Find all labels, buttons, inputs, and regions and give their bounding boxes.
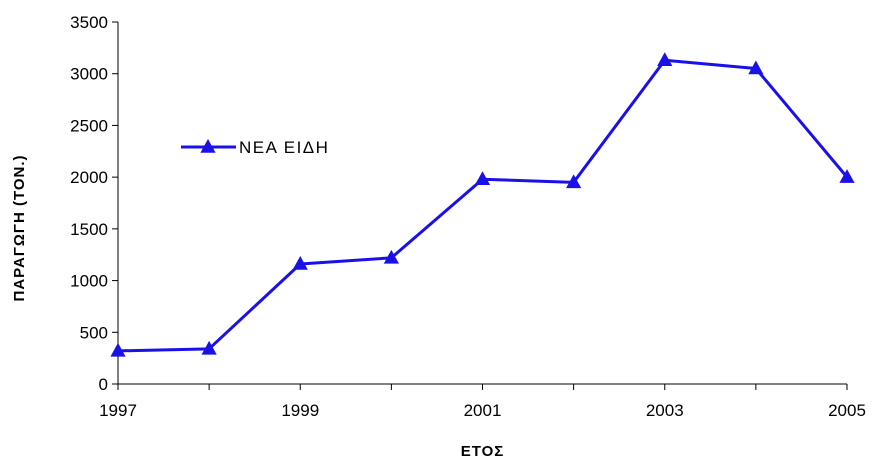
data-point-marker	[566, 174, 582, 189]
data-point-marker	[839, 169, 855, 183]
data-point-marker	[201, 340, 217, 355]
x-tick-label: 2005	[828, 401, 866, 420]
y-tick-label: 1000	[70, 272, 108, 291]
data-point-marker	[474, 171, 491, 185]
data-point-marker	[383, 249, 399, 264]
y-tick-label: 500	[80, 323, 108, 342]
y-axis: 0 500 1000 1500 2000 2500 3000 3500	[70, 13, 119, 394]
y-axis-title: ΠΑΡΑΓΩΓΗ (ΤΟΝ.)	[11, 155, 28, 302]
y-tick-label: 0	[99, 375, 108, 394]
y-tick-label: 2000	[70, 168, 108, 187]
x-tick-label: 1997	[99, 401, 137, 420]
x-axis-title: ΕΤΟΣ	[461, 443, 505, 460]
x-axis: 1997 1999 2001 2003 2005	[99, 383, 866, 420]
x-tick-label: 2003	[646, 401, 684, 420]
series-layer	[110, 52, 855, 357]
data-point-marker	[657, 52, 673, 67]
x-tick-label: 1999	[281, 401, 319, 420]
data-point-marker	[292, 256, 308, 270]
series-line-1	[117, 58, 849, 353]
legend: ΝΕΑ ΕΙΔΗ	[181, 138, 329, 157]
x-tick-label: 2001	[464, 401, 502, 420]
data-point-marker	[748, 60, 764, 75]
y-tick-label: 3500	[70, 13, 108, 32]
legend-triangle-marker	[200, 139, 216, 153]
legend-label-series-1: ΝΕΑ ΕΙΔΗ	[239, 138, 329, 157]
data-point-marker	[110, 342, 126, 357]
y-tick-label: 2500	[70, 116, 108, 135]
y-tick-label: 3000	[70, 65, 108, 84]
y-tick-label: 1500	[70, 220, 108, 239]
